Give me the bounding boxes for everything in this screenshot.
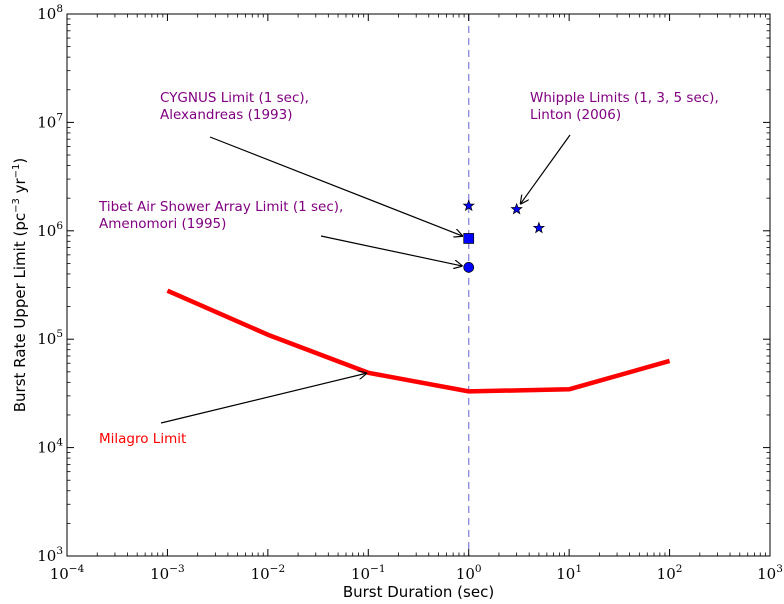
x-tick-label-exp: 3 — [776, 563, 783, 575]
y-axis-title-end: ) — [11, 158, 29, 164]
y-tick-label-exp: 7 — [56, 111, 63, 123]
x-tick-label: 101 — [556, 563, 582, 583]
star-marker — [532, 221, 546, 234]
y-tick-label-base: 10 — [37, 330, 56, 348]
y-tick-label-base: 10 — [37, 5, 56, 23]
x-tick-label: 100 — [456, 563, 482, 583]
annotation-tibet: Tibet Air Shower Array Limit (1 sec), Ame… — [98, 199, 343, 232]
x-tick-label-base: 10 — [50, 565, 69, 583]
y-axis-title-sup2: −1 — [11, 164, 22, 179]
x-tick-label-exp: −4 — [69, 563, 85, 575]
annotation-tibet-arrow — [320, 235, 462, 266]
y-tick-label-exp: 5 — [56, 328, 63, 340]
annotation-tibet-line: Tibet Air Shower Array Limit (1 sec), — [98, 199, 343, 215]
x-tick-label-base: 10 — [150, 565, 169, 583]
annotation-cygnus: CYGNUS Limit (1 sec), Alexandreas (1993) — [160, 90, 309, 123]
annotation-whipple-arrow — [521, 134, 571, 204]
x-tick-label-exp: −3 — [169, 563, 184, 575]
y-tick-label-base: 10 — [37, 222, 56, 240]
star-marker — [510, 202, 523, 215]
annotation-cygnus-line: CYGNUS Limit (1 sec), — [160, 90, 309, 106]
x-tick-label-exp: 2 — [676, 563, 683, 575]
y-axis-title-text: Burst Rate Upper Limit (pc — [11, 213, 29, 412]
circle-marker — [463, 262, 475, 273]
x-tick-label: 10−3 — [150, 563, 185, 583]
series-line-0 — [166, 288, 671, 394]
annotation-cygnus-arrow — [209, 136, 462, 236]
y-axis-title-sup1: −3 — [11, 198, 22, 213]
y-tick-label: 105 — [37, 328, 63, 348]
plot-area-frame — [66, 13, 771, 557]
x-tick-label-base: 10 — [251, 565, 270, 583]
annotation-tibet-line: Amenomori (1995) — [99, 216, 226, 232]
annotation-milagro-line: Milagro Limit — [99, 431, 186, 447]
annotation-cygnus-line: Alexandreas (1993) — [160, 107, 293, 123]
y-tick-label-base: 10 — [37, 547, 56, 565]
x-axis-title: Burst Duration (sec) — [343, 583, 494, 601]
annotation-milagro-arrow — [160, 373, 366, 424]
x-tick-label-base: 10 — [556, 565, 575, 583]
y-tick-label: 108 — [37, 3, 63, 23]
x-tick-label-base: 10 — [456, 565, 475, 583]
x-tick-label: 10−1 — [351, 563, 386, 583]
y-tick-label-base: 10 — [37, 439, 56, 457]
y-tick-label-base: 10 — [37, 113, 56, 131]
star-marker — [462, 199, 475, 212]
x-tick-label-base: 10 — [757, 565, 776, 583]
x-tick-label: 10−2 — [251, 563, 286, 583]
annotation-whipple-line: Whipple Limits (1, 3, 5 sec), — [530, 90, 719, 106]
x-tick-label-exp: −1 — [370, 563, 385, 575]
y-tick-label-exp: 4 — [56, 437, 63, 449]
y-tick-label: 107 — [37, 111, 63, 131]
y-axis-title-mid: yr — [11, 178, 29, 199]
square-marker — [463, 233, 475, 244]
annotation-layer: CYGNUS Limit (1 sec), Alexandreas (1993) W… — [98, 90, 719, 447]
annotation-arrow-layer — [160, 134, 571, 424]
x-tick-label: 103 — [757, 563, 783, 583]
y-tick-label: 104 — [37, 437, 63, 457]
x-tick-label: 102 — [657, 563, 683, 583]
x-tick-label-exp: 0 — [475, 563, 482, 575]
x-tick-label-exp: 1 — [575, 563, 582, 575]
x-tick-label-exp: −2 — [270, 563, 285, 575]
x-tick-label-base: 10 — [657, 565, 676, 583]
y-tick-label-exp: 6 — [56, 220, 63, 232]
y-tick-label: 103 — [37, 545, 63, 565]
y-tick-label-exp: 3 — [56, 545, 63, 557]
axes-layer: 10−4 10−3 10−2 10−1 100 101 102 103103104105106… — [37, 3, 783, 583]
annotation-whipple: Whipple Limits (1, 3, 5 sec), Linton (200… — [530, 90, 719, 123]
x-tick-label: 10−4 — [50, 563, 85, 583]
series-layer — [166, 199, 671, 394]
annotation-milagro: Milagro Limit — [99, 431, 186, 447]
annotation-whipple-line: Linton (2006) — [530, 107, 621, 123]
y-tick-label: 106 — [37, 220, 63, 240]
x-tick-label-base: 10 — [351, 565, 370, 583]
y-tick-label-exp: 8 — [56, 3, 63, 15]
y-axis-title: Burst Rate Upper Limit (pc−3 yr−1) — [11, 158, 29, 413]
